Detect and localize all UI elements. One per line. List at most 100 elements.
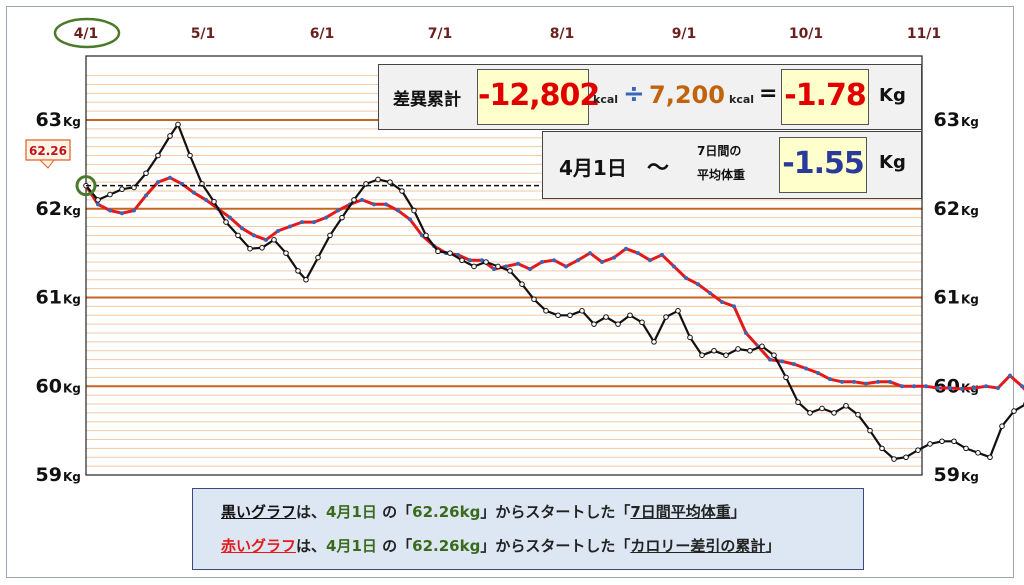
black-series-point [975,450,981,456]
black-series-point [95,197,101,203]
black-series-point [711,347,717,354]
red-series-point [468,258,472,263]
black-series-point [447,250,453,256]
black-series-point [795,399,801,406]
kg-unit-1: Kg [879,85,906,106]
red-series-point [96,202,100,207]
legend-line-red: 赤いグラフは、4月1日 の「62.26kg」からスタートした「カロリー差引の累計… [221,535,780,556]
black-series-point [663,314,669,320]
red-series-point [936,386,940,391]
black-series-point [567,312,573,319]
legend-red-text2: の「 [376,537,413,555]
legend-black-date: 4月1日 [326,503,377,521]
black-series-point [843,402,849,409]
red-series-point [744,331,748,335]
x-tick-label: 8/1 [550,26,575,42]
y-tick-label-left: 63 [36,109,62,131]
legend-line-black: 黒いグラフは、4月1日 の「62.26kg」からスタートした「7日間平均体重」 [221,501,746,522]
black-series-point [187,152,193,159]
red-series-point [984,384,988,389]
black-series-point [891,456,897,462]
black-series-point [519,281,525,287]
equals-sign: = [759,81,778,106]
black-series-point [119,186,125,193]
red-series-point [120,211,124,216]
red-series-point [264,237,268,242]
black-series-point [579,308,585,314]
black-series-point [471,263,477,270]
x-tick-label: 6/1 [310,26,335,42]
red-series-point [528,267,532,272]
black-series-point [759,343,765,350]
black-series-point [963,445,969,452]
black-series-point [1011,408,1017,414]
red-series-point [492,267,496,272]
kg-unit-2: Kg [879,152,906,173]
black-series-point [927,441,933,447]
average-weight-panel: 4月1日 〜 7日間の 平均体重 -1.55 Kg [542,131,922,199]
y-tick-unit-left: Kg [63,204,81,218]
legend-red-subject: 赤いグラフ [221,537,297,555]
black-series-point [411,207,417,214]
red-series-point [684,275,688,280]
black-series-point [867,427,873,434]
black-series-point [339,214,345,221]
red-series-point [420,233,424,238]
legend-red-text4: 」 [765,537,781,555]
legend-box: 黒いグラフは、4月1日 の「62.26kg」からスタートした「7日間平均体重」 … [192,488,864,570]
black-series-point [175,121,181,128]
y-tick-label-left: 61 [36,287,62,309]
black-series-point [507,268,513,274]
y-tick-unit-left: Kg [63,293,81,307]
cumulative-diff-label: 差異累計 [393,90,461,110]
legend-red-weight: 62.26kg [412,537,481,555]
red-series-point [840,379,844,384]
black-series-point [167,133,173,139]
tilde-sign: 〜 [647,156,670,181]
black-series-point [107,191,113,198]
start-point-marker [75,175,97,197]
y-tick-label-right: 63 [934,109,960,131]
divisor-value: 7,200 [649,81,725,109]
red-series-point [1020,384,1024,389]
y-tick-label-right: 62 [934,198,960,220]
red-series-point [612,255,616,260]
red-series-point [720,299,724,304]
red-series-point [156,180,160,185]
legend-red-text1: は、 [296,537,327,555]
black-series-point [723,352,729,358]
red-series-point [480,258,484,263]
kcal-unit-2: kcal [729,93,755,106]
black-series-point [939,438,945,445]
average-label-line1: 7日間の [697,144,742,158]
red-series-point [768,357,772,362]
black-series-point [531,296,537,303]
black-series-point [783,374,789,381]
series-layer [83,121,1024,462]
y-tick-unit-right: Kg [961,470,979,484]
red-series-point [996,386,1000,391]
black-series-point [807,410,813,416]
black-series-point [603,314,609,320]
black-series-point [771,352,777,358]
y-tick-unit-right: Kg [961,115,979,129]
legend-black-text2: の「 [376,503,413,521]
red-series-point [972,386,976,391]
black-series-point [855,411,861,418]
red-series-point [660,252,664,257]
black-series-point [915,447,921,453]
black-series-point [235,232,241,239]
legend-black-target: 7日間平均体重 [630,503,731,521]
x-tick-label: 4/1 [74,26,99,42]
legend-black-text4: 」 [730,503,746,521]
red-series-point [240,226,244,231]
red-series-point [288,224,292,229]
red-series-point [672,264,676,269]
x-tick-label: 10/1 [789,26,823,42]
red-series-point [540,260,544,264]
red-series-point [144,193,148,198]
red-series-point [648,258,652,263]
y-tick-label-right: 61 [934,287,960,309]
black-series-point [155,152,161,159]
legend-red-text3: 」からスタートした「 [480,537,631,555]
